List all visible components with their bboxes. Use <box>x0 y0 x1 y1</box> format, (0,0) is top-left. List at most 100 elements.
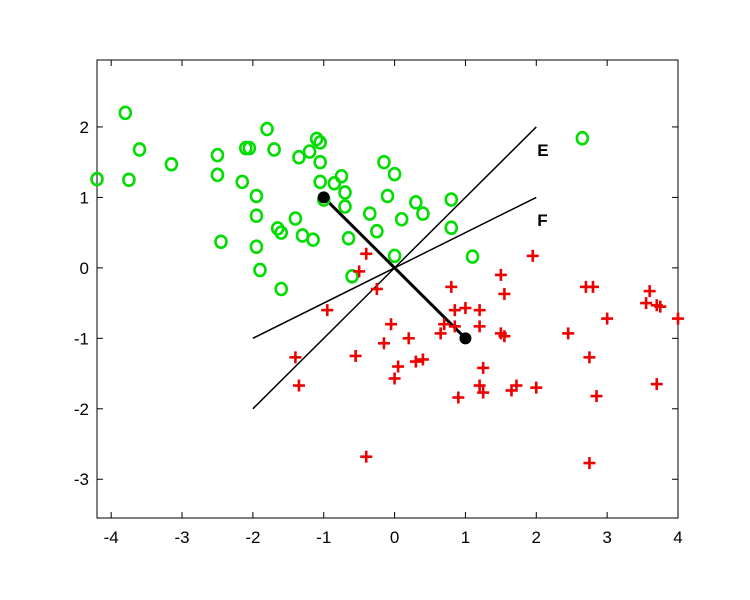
y-tick-label: 0 <box>80 259 89 278</box>
x-tick-label: 1 <box>461 528 470 547</box>
plus-marker <box>448 304 461 317</box>
circle-marker <box>260 121 274 137</box>
plus-marker <box>409 355 422 368</box>
plus-marker <box>388 372 401 385</box>
circle-marker <box>90 171 104 187</box>
plus-marker <box>562 327 575 340</box>
x-tick-label: -3 <box>174 528 189 547</box>
plus-marker <box>452 391 465 404</box>
circle-marker <box>210 147 225 163</box>
circle-marker <box>249 188 264 204</box>
plus-marker <box>353 265 366 278</box>
circle-marker <box>309 131 324 147</box>
circle-marker <box>306 232 320 247</box>
plus-marker <box>601 312 614 325</box>
circle-marker <box>274 225 289 240</box>
plus-marker <box>392 360 405 373</box>
plus-marker <box>434 327 447 340</box>
circle-marker <box>249 239 264 255</box>
circle-marker <box>387 166 402 182</box>
plus-marker <box>360 247 373 260</box>
plus-marker <box>473 379 486 392</box>
circle-marker <box>380 188 395 204</box>
label-e: E <box>537 141 548 160</box>
plot-area-frame <box>96 59 679 519</box>
circle-marker <box>345 269 359 284</box>
plus-marker <box>459 302 472 315</box>
circle-marker <box>118 105 133 121</box>
label-f: F <box>537 211 547 230</box>
x-tick-label: -1 <box>316 528 331 547</box>
plus-marker <box>498 287 511 300</box>
plus-marker <box>477 361 490 374</box>
circle-marker <box>370 223 384 239</box>
annotations: EF <box>537 141 548 230</box>
plus-marker <box>583 457 596 470</box>
x-tick-label: 2 <box>532 528 541 547</box>
plus-marker <box>583 351 596 364</box>
plus-marker <box>416 353 429 366</box>
circle-marker <box>302 144 317 159</box>
plus-marker <box>360 450 373 463</box>
circle-marker <box>377 154 391 170</box>
circle-marker <box>465 249 480 264</box>
y-tick-label: -3 <box>74 470 89 489</box>
plus-marker <box>377 337 390 350</box>
plus-marker <box>590 390 603 403</box>
y-tick-label: 1 <box>80 188 89 207</box>
plus-marker <box>370 283 383 295</box>
plus-marker <box>650 378 663 391</box>
plus-marker <box>473 320 486 333</box>
separator-lines <box>252 126 537 410</box>
anchor-point <box>459 332 472 345</box>
circle-marker <box>313 174 327 190</box>
circle-marker <box>362 206 377 221</box>
circle-marker <box>292 149 306 165</box>
anchor-point <box>317 191 330 204</box>
circle-marker <box>416 206 430 221</box>
circle-marker <box>444 220 459 235</box>
circle-marker <box>387 248 402 264</box>
circle-marker <box>575 130 590 146</box>
plus-marker <box>530 381 543 394</box>
circle-marker <box>235 174 250 190</box>
circle-marker <box>341 230 356 246</box>
plus-marker <box>494 268 507 281</box>
circle-marker <box>313 154 327 170</box>
circle-marker <box>274 281 289 297</box>
plus-marker <box>498 330 511 343</box>
circle-marker <box>242 140 257 156</box>
plus-marker <box>510 379 523 392</box>
circle-marker <box>164 156 179 172</box>
y-tick-label: -2 <box>74 400 89 419</box>
circle-marker <box>394 211 409 227</box>
plus-marker <box>292 379 305 392</box>
x-tick-label: 3 <box>602 528 611 547</box>
plus-marker <box>643 285 656 298</box>
plus-marker <box>445 280 458 293</box>
x-tick-label: -2 <box>245 528 260 547</box>
circle-marker <box>214 234 228 250</box>
plus-marker <box>473 304 486 317</box>
plus-marker <box>349 349 362 362</box>
circle-marker <box>210 167 225 183</box>
y-tick-label: 2 <box>80 118 89 137</box>
plus-marker <box>385 318 398 331</box>
circle-marker <box>122 172 136 188</box>
circle-marker <box>334 168 349 184</box>
plus-marker <box>321 304 334 317</box>
circle-marker <box>249 208 264 224</box>
circle-marker <box>444 192 459 207</box>
plus-marker <box>654 300 667 313</box>
circle-marker <box>253 262 267 278</box>
plus-marker <box>672 312 684 325</box>
plus-marker <box>640 297 653 310</box>
connector-line <box>322 196 467 340</box>
plus-marker <box>438 318 451 331</box>
plus-marker <box>477 386 490 399</box>
x-tick-label: -4 <box>104 528 119 547</box>
plus-marker <box>402 332 415 345</box>
circle-marker <box>267 142 281 157</box>
